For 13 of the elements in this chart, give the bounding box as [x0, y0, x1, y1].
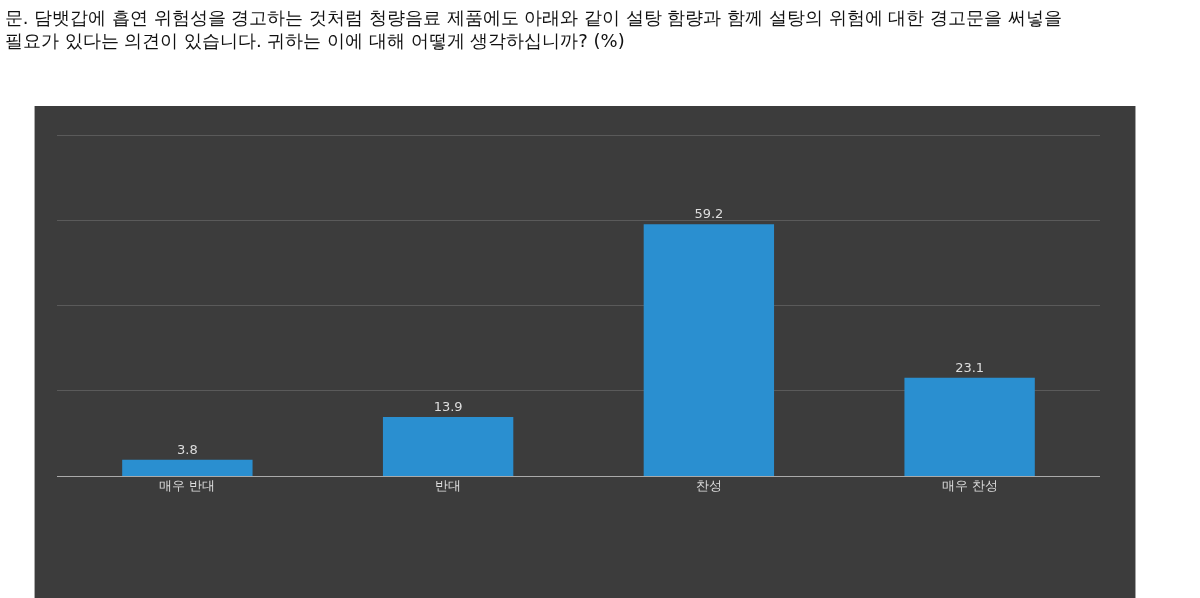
data-label: 3.8 [177, 441, 198, 457]
x-tick-label: 매우 반대 [159, 478, 216, 493]
chart-title: 문. 담뱃갑에 흡연 위험성을 경고하는 것처럼 청량음료 제품에도 아래와 같이 설탕 함량과 함께 설탕의 위험에 대한 경고문을 써넣을 필요가 있다는 의견이 있습니다. 귀하는 이에 대해 어떻게 생각하십니까? (%) [4, 6, 1062, 52]
bar [122, 459, 253, 476]
data-label: 13.9 [433, 398, 463, 414]
x-tick-label: 매우 찬성 [941, 478, 998, 493]
x-tick-label: 찬성 [695, 478, 722, 493]
bar [382, 416, 514, 476]
bar [643, 224, 775, 476]
data-label: 23.1 [955, 359, 985, 375]
x-tick-label: 반대 [435, 478, 462, 493]
data-label: 59.2 [694, 206, 724, 222]
bar [904, 377, 1035, 476]
